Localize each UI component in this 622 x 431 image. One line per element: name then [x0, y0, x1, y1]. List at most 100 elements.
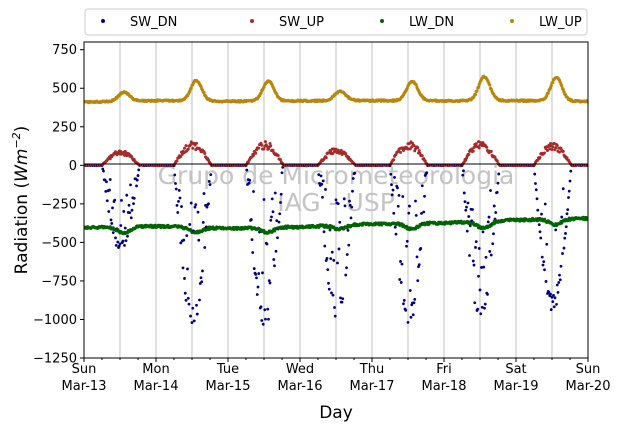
sw-dn-point — [408, 289, 412, 292]
sw-dn-point — [191, 306, 195, 310]
sw-up-point — [489, 149, 493, 153]
sw-dn-point — [321, 195, 324, 199]
sw-dn-point — [271, 210, 275, 214]
legend-marker-sw-up — [250, 19, 254, 23]
sw-dn-point — [405, 244, 408, 248]
sw-dn-point — [179, 241, 183, 245]
sw-dn-point — [261, 322, 265, 326]
sw-dn-point — [175, 204, 179, 207]
sw-dn-point — [484, 255, 488, 259]
sw-dn-point — [569, 169, 573, 173]
x-tick-date: Mar-14 — [134, 379, 179, 394]
legend-label-lw-dn: LW_DN — [409, 15, 454, 30]
sw-dn-point — [557, 281, 561, 284]
sw-dn-point — [280, 171, 284, 175]
sw-dn-point — [187, 302, 191, 306]
sw-dn-point — [413, 298, 417, 301]
sw-up-point — [408, 147, 412, 151]
sw-dn-point — [474, 240, 478, 244]
sw-dn-point — [251, 251, 255, 254]
sw-dn-point — [328, 228, 332, 232]
sw-up-point — [481, 141, 485, 145]
sw-dn-point — [127, 203, 131, 207]
sw-dn-point — [491, 242, 495, 246]
sw-dn-point — [423, 194, 426, 198]
sw-dn-point — [186, 267, 189, 271]
sw-dn-point — [108, 188, 111, 192]
sw-dn-point — [278, 212, 282, 216]
sw-up-point — [191, 146, 195, 150]
sw-dn-point — [326, 268, 330, 272]
sw-dn-point — [415, 255, 419, 259]
sw-dn-point — [391, 188, 395, 192]
sw-dn-point — [345, 253, 349, 256]
sw-up-point — [175, 159, 179, 163]
sw-dn-point — [479, 312, 483, 316]
sw-dn-point — [344, 273, 348, 277]
sw-dn-point — [107, 210, 111, 213]
sw-dn-point — [476, 307, 480, 311]
data-points — [84, 74, 588, 326]
sw-dn-point — [473, 301, 477, 305]
sw-dn-point — [348, 199, 351, 203]
sw-dn-point — [201, 220, 205, 224]
sw-dn-point — [104, 189, 108, 193]
sw-dn-point — [111, 206, 114, 210]
sw-dn-point — [122, 210, 126, 213]
sw-dn-point — [114, 236, 117, 240]
sw-up-point — [474, 142, 478, 146]
sw-dn-point — [110, 222, 114, 225]
sw-up-point — [257, 146, 261, 150]
sw-dn-point — [186, 296, 190, 300]
sw-up-point — [268, 142, 272, 145]
sw-dn-point — [566, 208, 570, 211]
sw-dn-point — [462, 169, 465, 173]
sw-dn-point — [539, 236, 543, 240]
sw-dn-point — [123, 226, 127, 230]
sw-dn-point — [400, 262, 404, 266]
x-tick-date: Mar-18 — [422, 379, 467, 394]
sw-dn-point — [559, 264, 563, 268]
sw-dn-point — [489, 253, 493, 257]
y-axis-label: Radiation (Wm−2) — [10, 126, 32, 275]
sw-dn-point — [533, 172, 537, 176]
sw-dn-point — [396, 186, 399, 190]
sw-up-point — [550, 148, 554, 152]
sw-dn-point — [350, 205, 354, 209]
sw-dn-point — [269, 218, 273, 222]
sw-dn-point — [260, 319, 264, 322]
sw-dn-point — [394, 232, 398, 236]
sw-dn-point — [333, 306, 336, 309]
sw-dn-point — [353, 171, 357, 175]
lw-up-point — [259, 91, 263, 95]
sw-up-point — [329, 149, 333, 153]
sw-dn-point — [129, 183, 132, 187]
y-tick-label: −1000 — [33, 313, 77, 328]
sw-dn-point — [556, 291, 560, 294]
sw-dn-point — [267, 279, 271, 283]
sw-dn-point — [177, 200, 180, 203]
sw-dn-point — [323, 244, 327, 248]
lw-up-point — [202, 90, 206, 95]
x-tick-weekday: Sun — [72, 362, 97, 377]
sw-up-point — [269, 144, 273, 148]
sw-dn-point — [337, 247, 341, 251]
sw-dn-point — [561, 252, 564, 255]
sw-dn-point — [399, 281, 403, 284]
sw-dn-point — [274, 249, 278, 253]
watermark: Grupo de Micrometeorologia IAG - USP — [158, 161, 515, 217]
sw-dn-point — [483, 302, 487, 306]
sw-dn-point — [254, 273, 258, 276]
sw-dn-point — [406, 321, 410, 324]
sw-dn-point — [396, 204, 400, 208]
sw-dn-point — [249, 218, 253, 221]
lw-up-point — [475, 89, 479, 93]
sw-dn-point — [208, 183, 212, 187]
sw-dn-point — [482, 265, 486, 269]
sw-dn-point — [324, 259, 328, 262]
sw-dn-point — [182, 238, 186, 242]
sw-up-point — [392, 158, 396, 162]
sw-dn-point — [324, 188, 327, 191]
sw-dn-point — [273, 191, 277, 195]
sw-dn-point — [183, 277, 186, 280]
